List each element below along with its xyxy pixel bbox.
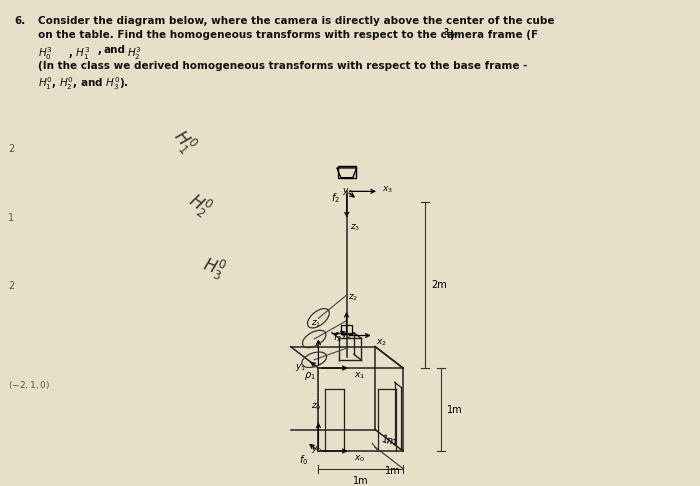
Text: $H^3_0$: $H^3_0$ bbox=[38, 45, 52, 62]
Text: $z_3$: $z_3$ bbox=[350, 222, 360, 233]
Text: 2m: 2m bbox=[431, 280, 447, 290]
Text: $y_0$: $y_0$ bbox=[311, 444, 322, 455]
Bar bbox=[340, 325, 353, 333]
Text: ,: , bbox=[97, 45, 102, 55]
Text: 1m: 1m bbox=[447, 404, 463, 415]
Text: $H^0_3$: $H^0_3$ bbox=[199, 253, 229, 284]
Text: (In the class we derived homogeneous transforms with respect to the base frame -: (In the class we derived homogeneous tra… bbox=[38, 61, 527, 70]
Text: 1m: 1m bbox=[380, 434, 398, 448]
Text: $z_1$: $z_1$ bbox=[312, 318, 321, 329]
Text: 1: 1 bbox=[8, 213, 14, 223]
Text: $f_2$: $f_2$ bbox=[332, 330, 342, 344]
Text: 2: 2 bbox=[8, 281, 14, 291]
Text: $z_2$: $z_2$ bbox=[349, 293, 358, 303]
Text: 2: 2 bbox=[8, 144, 14, 155]
Text: )-: )- bbox=[449, 30, 458, 40]
Text: 6.: 6. bbox=[14, 16, 25, 26]
Text: $(-2,1,0)$: $(-2,1,0)$ bbox=[8, 379, 50, 391]
Text: $y_3$: $y_3$ bbox=[342, 186, 354, 196]
Text: , $H^3_1$: , $H^3_1$ bbox=[68, 45, 90, 62]
Text: $H^3_2$: $H^3_2$ bbox=[127, 45, 142, 62]
Text: 1m: 1m bbox=[385, 466, 401, 476]
Text: on the table. Find the homogeneous transforms with respect to the camera frame (: on the table. Find the homogeneous trans… bbox=[38, 30, 538, 40]
Text: Consider the diagram below, where the camera is directly above the center of the: Consider the diagram below, where the ca… bbox=[38, 16, 554, 26]
Bar bbox=[338, 166, 356, 178]
Text: and: and bbox=[104, 45, 125, 55]
Text: 3: 3 bbox=[444, 28, 449, 37]
Text: $H^0_2$: $H^0_2$ bbox=[183, 188, 216, 222]
Text: $f_0$: $f_0$ bbox=[298, 453, 308, 467]
Text: $f_2$: $f_2$ bbox=[331, 191, 340, 205]
Text: $y_1$: $y_1$ bbox=[295, 362, 306, 373]
Text: $H^0_1$, $H^0_2$, and $H^0_3$).: $H^0_1$, $H^0_2$, and $H^0_3$). bbox=[38, 75, 129, 92]
Text: $x_0$: $x_0$ bbox=[354, 454, 365, 465]
Text: $y_2$: $y_2$ bbox=[341, 330, 351, 341]
Text: $x_3$: $x_3$ bbox=[382, 184, 393, 195]
Text: $H^0_1$: $H^0_1$ bbox=[167, 125, 201, 158]
Text: $x_1$: $x_1$ bbox=[354, 371, 365, 382]
Text: $x_2$: $x_2$ bbox=[376, 337, 386, 348]
Text: 1m: 1m bbox=[353, 476, 368, 486]
Text: $ρ_1$: $ρ_1$ bbox=[304, 370, 316, 382]
Text: $z_0$: $z_0$ bbox=[312, 401, 321, 412]
